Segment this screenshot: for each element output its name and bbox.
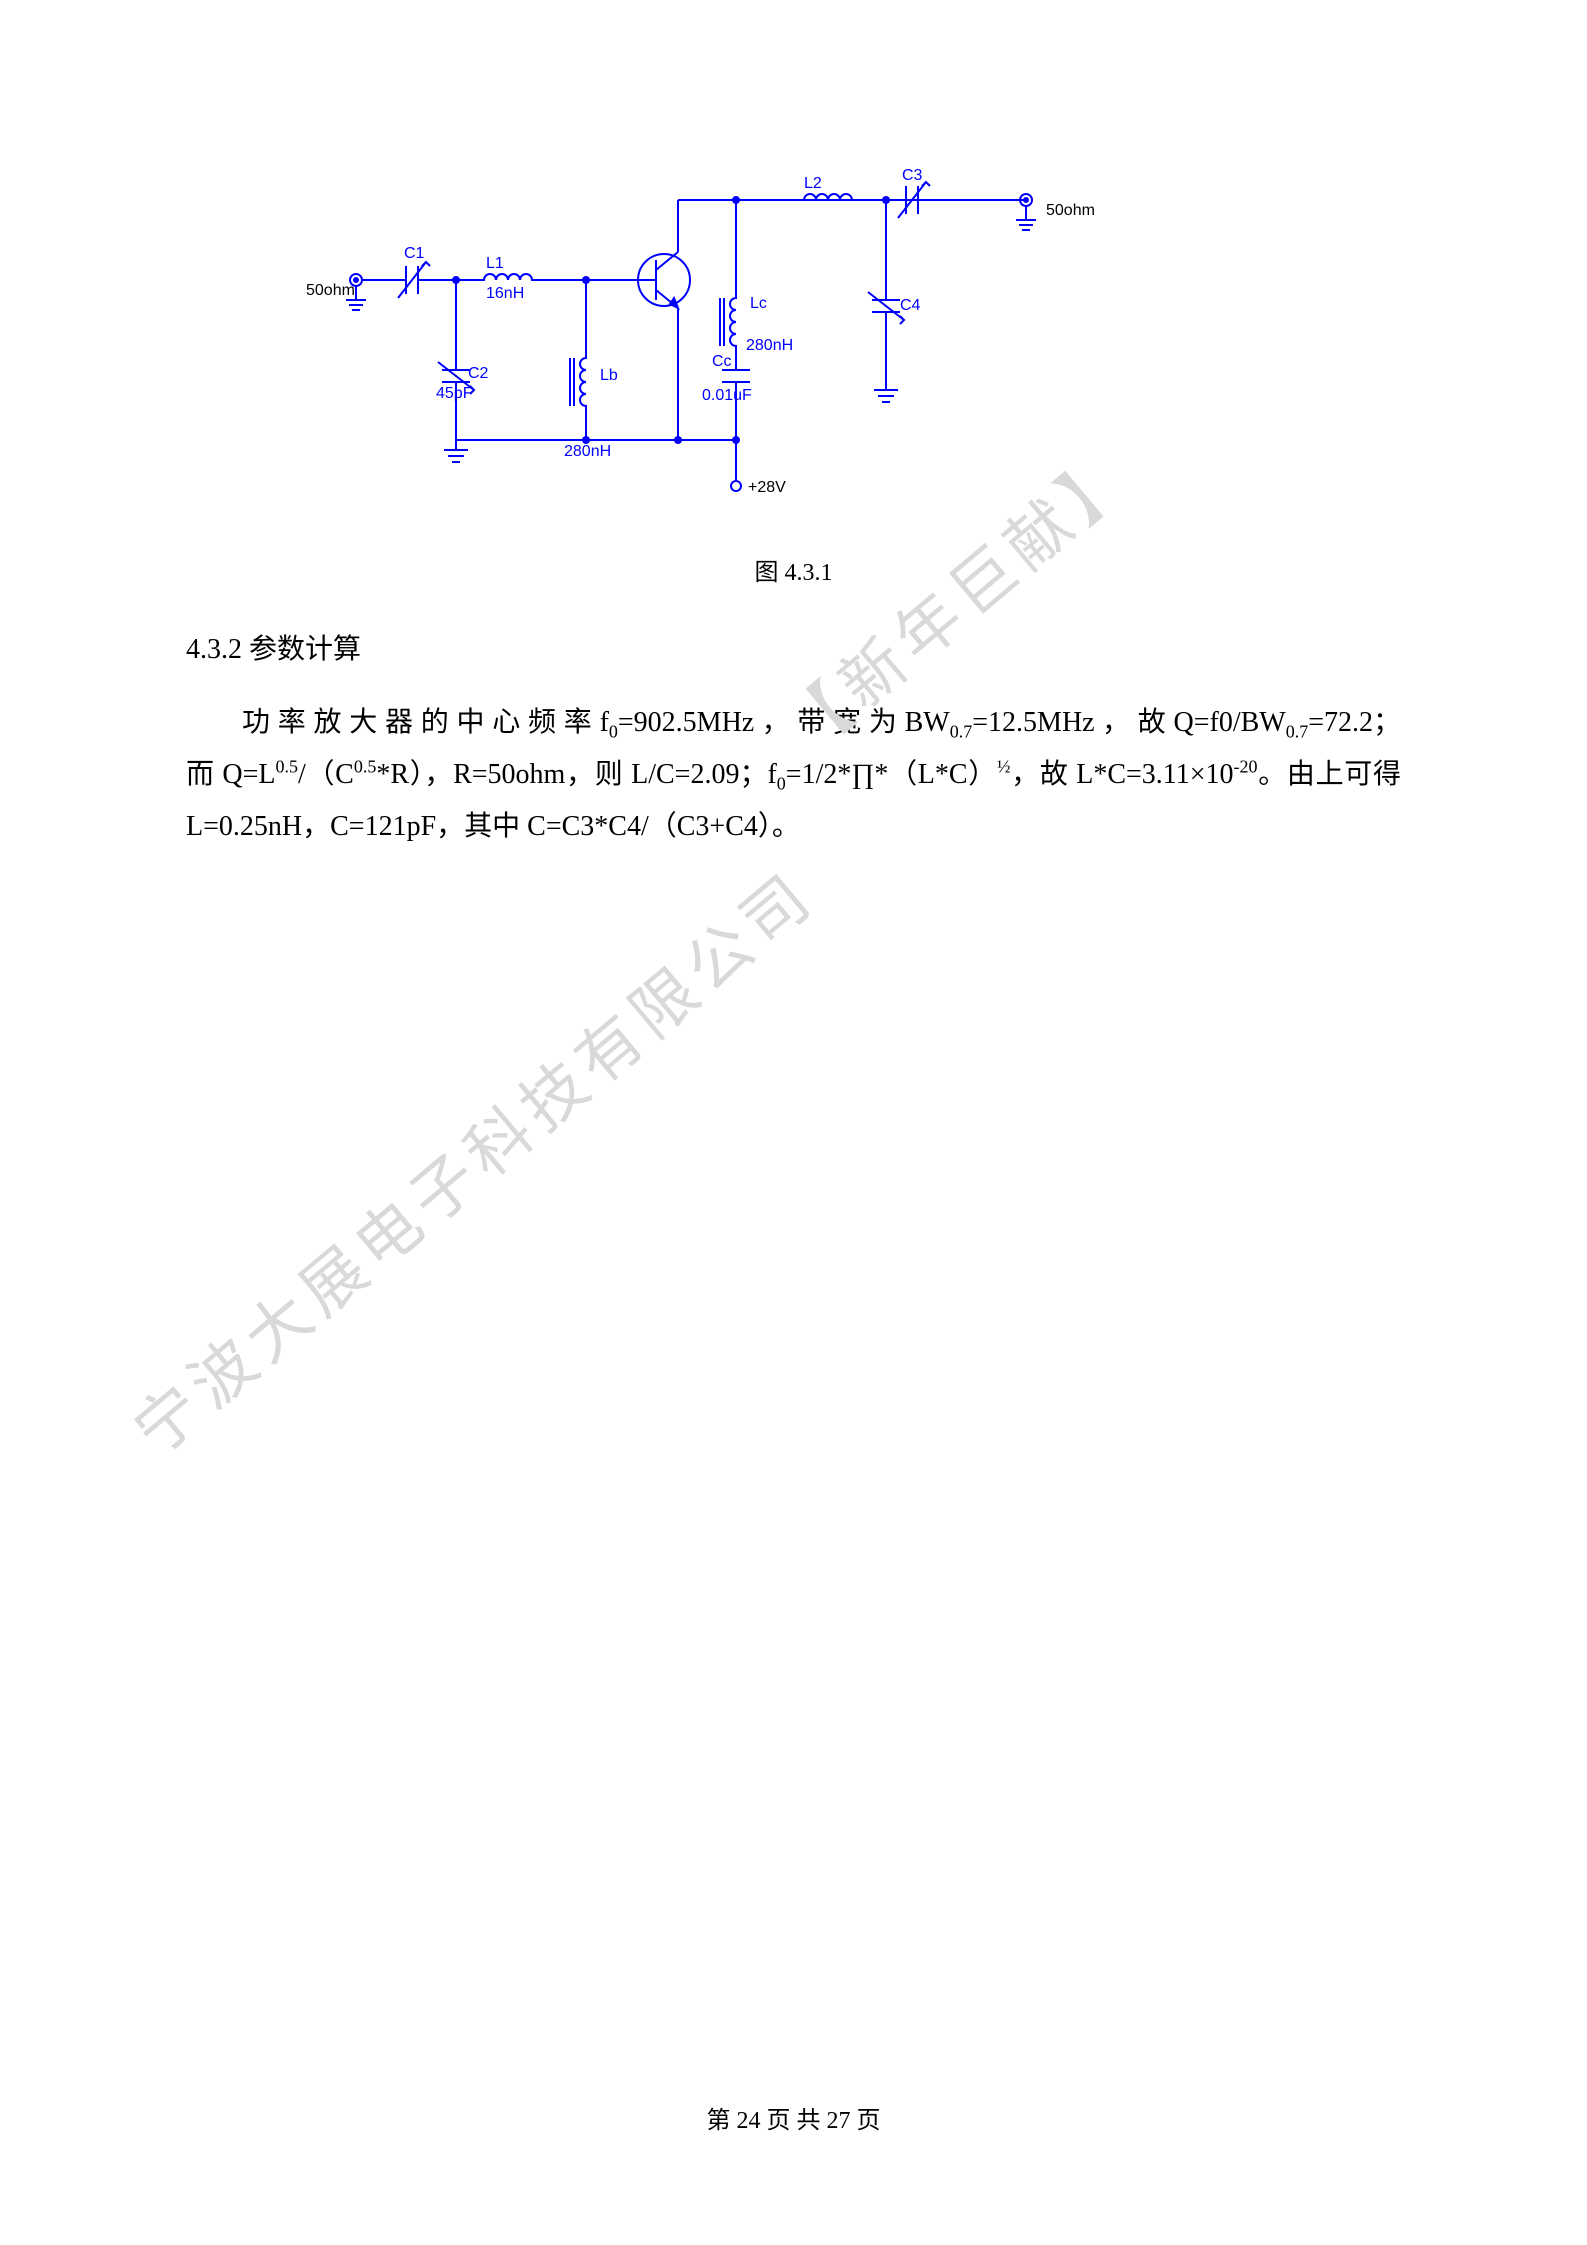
source-left-label: 50ohm <box>306 282 355 299</box>
bp-1: 功 率 放 大 器 的 中 心 频 率 f <box>242 707 609 738</box>
c2-value: 45pF <box>436 385 473 402</box>
bp-sup4: -20 <box>1234 757 1258 777</box>
bp-sub4: 0 <box>777 773 786 793</box>
cc-label: Cc <box>712 353 732 370</box>
lb-label: Lb <box>600 367 618 384</box>
bp-sub3: 0.7 <box>1286 722 1309 742</box>
bp-sub1: 0 <box>609 722 618 742</box>
bp-sup1: 0.5 <box>276 757 299 777</box>
c2-label: C2 <box>468 365 489 382</box>
c3-label: C3 <box>902 167 923 184</box>
bp-sup3: ½ <box>997 757 1011 777</box>
c4-label: C4 <box>900 297 921 314</box>
figure-caption: 图 4.3.1 <box>186 552 1401 587</box>
load-right-label: 50ohm <box>1046 202 1095 219</box>
lc-label: Lc <box>750 295 767 312</box>
bp-sub2: 0.7 <box>950 722 973 742</box>
bp-7: =1/2*∏*（L*C） <box>786 759 997 790</box>
supply-label: +28V <box>748 479 786 496</box>
bp-8: ，故 L*C=3.11×10 <box>1010 759 1233 790</box>
cc-value: 0.01uF <box>702 387 752 404</box>
body-paragraph: 功 率 放 大 器 的 中 心 频 率 f0=902.5MHz ， 带 宽 为 … <box>186 697 1401 853</box>
bp-2: =902.5MHz ， 带 宽 为 BW <box>618 707 950 738</box>
watermark-2: 宁波大展电子科技有限公司 <box>111 846 832 1472</box>
lc-value: 280nH <box>746 337 793 354</box>
bp-sup2: 0.5 <box>354 757 377 777</box>
l1-value: 16nH <box>486 285 524 302</box>
c1-label: C1 <box>404 245 425 262</box>
l2-label: L2 <box>804 175 822 192</box>
section-heading: 4.3.2 参数计算 <box>186 627 1401 667</box>
bp-3: =12.5MHz ， 故 Q=f0/BW <box>972 707 1285 738</box>
circuit-diagram: 50ohm C1 L1 16nH <box>306 140 1401 540</box>
l1-label: L1 <box>486 255 504 272</box>
bp-6: *R），R=50ohm，则 L/C=2.09；f <box>376 759 776 790</box>
bp-5: /（C <box>298 759 354 790</box>
lb-value: 280nH <box>564 443 611 460</box>
page-number: 第 24 页 共 27 页 <box>0 2100 1587 2135</box>
